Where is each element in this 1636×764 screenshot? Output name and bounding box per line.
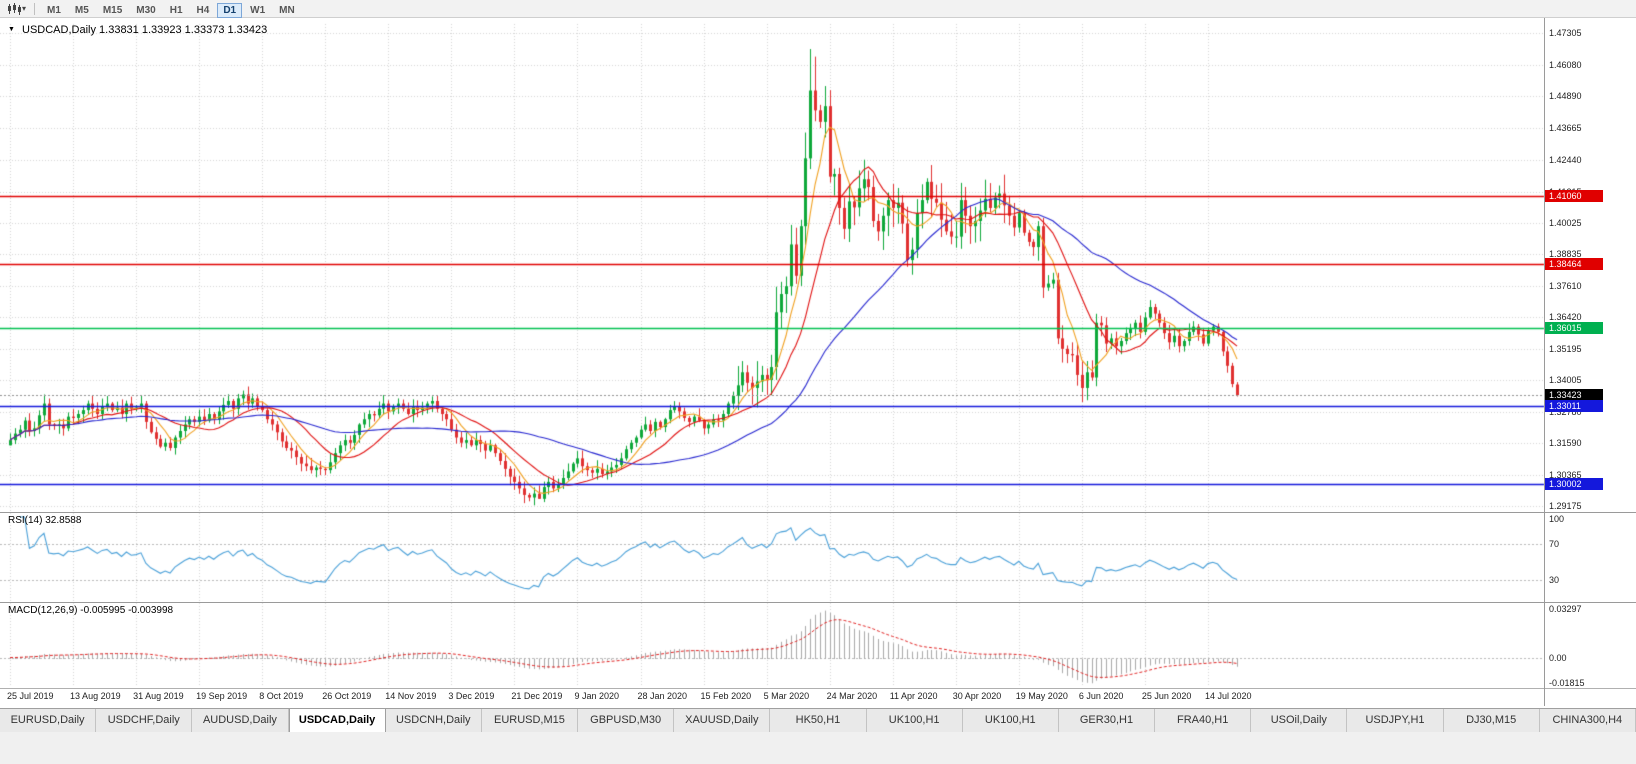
timeframe-button-h1[interactable]: H1 — [169, 4, 183, 16]
macd-pane-separator[interactable] — [0, 602, 1636, 603]
date-axis-label: 14 Jul 2020 — [1204, 691, 1252, 701]
date-axis-label: 3 Dec 2019 — [448, 691, 495, 701]
rsi-pane-separator[interactable] — [0, 512, 1636, 513]
date-axis-label: 5 Mar 2020 — [763, 691, 810, 701]
price-axis-label: 1.36420 — [1549, 311, 1582, 322]
price-tag-1.41060: 1.41060 — [1545, 189, 1603, 202]
macd-axis-label: 0.03297 — [1549, 604, 1582, 614]
rsi-indicator-label: RSI(14) 32.8588 — [8, 515, 82, 526]
date-axis-separator — [0, 688, 1636, 689]
toolbar-separator — [34, 2, 36, 15]
price-axis-label: 1.38835 — [1549, 248, 1582, 259]
chart-tab-gbpusd-m30[interactable]: GBPUSD,M30 — [578, 709, 675, 732]
date-axis-label: 19 May 2020 — [1015, 691, 1068, 701]
chart-tab-hk50-h1[interactable]: HK50,H1 — [770, 709, 867, 732]
chart-tab-usdcnh-daily[interactable]: USDCNH,Daily — [386, 709, 482, 732]
price-axis-label: 1.30365 — [1549, 469, 1582, 480]
timeframe-button-w1[interactable]: W1 — [250, 4, 266, 16]
timeframe-button-m30[interactable]: M30 — [136, 4, 156, 16]
date-axis-label: 30 Apr 2020 — [952, 691, 1002, 701]
status-strip — [0, 732, 1636, 764]
date-axis-label: 19 Sep 2019 — [196, 691, 248, 701]
timeframe-button-m15[interactable]: M15 — [102, 4, 123, 16]
chart-tab-usdjpy-h1[interactable]: USDJPY,H1 — [1347, 709, 1444, 732]
price-tag-1.38464: 1.38464 — [1545, 257, 1603, 270]
price-axis-label: 1.31590 — [1549, 437, 1582, 448]
rsi-axis-label: 30 — [1549, 575, 1560, 585]
price-tag-1.30002: 1.30002 — [1545, 478, 1603, 491]
chart-tab-xauusd-daily[interactable]: XAUUSD,Daily — [674, 709, 771, 732]
date-axis-label: 25 Jun 2020 — [1141, 691, 1192, 701]
date-axis-label: 21 Dec 2019 — [511, 691, 563, 701]
chart-tab-fra40-h1[interactable]: FRA40,H1 — [1155, 709, 1252, 732]
price-axis-label: 1.37610 — [1549, 280, 1582, 291]
price-axis-label: 1.44890 — [1549, 91, 1582, 101]
price-axis-label: 1.32780 — [1549, 406, 1582, 417]
chart-tab-china300-h4[interactable]: CHINA300,H4 — [1540, 709, 1636, 732]
chart-tab-eurusd-daily[interactable]: EURUSD,Daily — [0, 709, 97, 732]
price-axis-label: 1.47305 — [1549, 28, 1582, 38]
candlestick-chart-icon — [8, 2, 21, 15]
price-axis-label: 1.46080 — [1549, 59, 1582, 70]
chart-tab-eurusd-m15[interactable]: EURUSD,M15 — [482, 709, 579, 732]
chart-collapse-icon[interactable]: ▼ — [8, 26, 15, 33]
price-tag-1.33423: 1.33423 — [1545, 389, 1603, 402]
timeframe-button-m1[interactable]: M1 — [47, 4, 61, 16]
chart-tab-bar: EURUSD,Daily USDCHF,Daily AUDUSD,Daily USDC… — [0, 708, 1636, 732]
rsi-axis-label: 100 — [1549, 514, 1565, 524]
price-axis-label: 1.42440 — [1549, 154, 1582, 165]
date-axis-label: 9 Jan 2020 — [574, 691, 619, 701]
timeframe-button-mn[interactable]: MN — [279, 4, 295, 16]
price-tag-1.33011: 1.33011 — [1545, 399, 1603, 412]
macd-axis-label: -0.01815 — [1549, 678, 1585, 688]
price-axis-label: 1.43665 — [1549, 122, 1582, 133]
date-axis-label: 6 Jun 2020 — [1078, 691, 1124, 701]
chart-tab-uk100-h1[interactable]: UK100,H1 — [963, 709, 1059, 732]
chart-tab-ger30-h1[interactable]: GER30,H1 — [1059, 709, 1156, 732]
price-axis[interactable]: 1.473051.460801.448901.436651.424401.412… — [1545, 0, 1636, 764]
chart-type-selector[interactable]: ▾ — [4, 2, 29, 15]
chart-tab-uk100-h1[interactable]: UK100,H1 — [867, 709, 963, 732]
date-axis-label: 26 Oct 2019 — [322, 691, 372, 701]
date-axis-label: 31 Aug 2019 — [133, 691, 184, 701]
chart-tab-usoil-daily[interactable]: USOil,Daily — [1251, 709, 1348, 732]
macd-axis-label: 0.00 — [1549, 652, 1567, 663]
chart-tab-dj30-m15[interactable]: DJ30,M15 — [1444, 709, 1540, 732]
date-axis-label: 8 Oct 2019 — [259, 691, 304, 701]
date-axis[interactable]: 25 Jul 2019 13 Aug 2019 31 Aug 2019 19 Sep … — [0, 688, 1544, 706]
chart-tab-audusd-daily[interactable]: AUDUSD,Daily — [192, 709, 289, 732]
timeframe-button-d1[interactable]: D1 — [217, 2, 243, 18]
chart-window-title: ▼ USDCAD,Daily 1.33831 1.33923 1.33373 1… — [8, 24, 267, 36]
caret-down-icon: ▾ — [22, 3, 27, 13]
rsi-axis-label: 70 — [1549, 539, 1560, 549]
date-axis-label: 13 Aug 2019 — [70, 691, 121, 701]
timeframe-button-h4[interactable]: H4 — [196, 4, 210, 16]
price-axis-label: 1.40025 — [1549, 217, 1582, 228]
date-axis-label: 28 Jan 2020 — [637, 691, 688, 701]
date-axis-label: 14 Nov 2019 — [385, 691, 437, 701]
chart-tab-usdchf-daily[interactable]: USDCHF,Daily — [96, 709, 193, 732]
chart-symbol-period: USDCAD,Daily — [22, 24, 96, 36]
date-axis-label: 15 Feb 2020 — [700, 691, 752, 701]
price-tag-1.36015: 1.36015 — [1545, 321, 1603, 334]
chart-ohlc-values: 1.33831 1.33923 1.33373 1.33423 — [99, 24, 268, 36]
timeframe-button-group: M1 M5 M15 M30 H1 H4 D1 W1 MN — [40, 0, 302, 18]
price-axis-separator — [1544, 18, 1545, 706]
date-axis-label: 24 Mar 2020 — [826, 691, 878, 701]
toolbar: ▾ M1 M5 M15 M30 H1 H4 D1 W1 MN — [0, 0, 1636, 18]
chart-tab-usdcad-daily[interactable]: USDCAD,Daily — [288, 709, 386, 732]
date-axis-label: 25 Jul 2019 — [7, 691, 54, 701]
timeframe-button-m5[interactable]: M5 — [74, 4, 89, 16]
price-axis-label: 1.35195 — [1549, 343, 1582, 354]
date-axis-label: 11 Apr 2020 — [889, 691, 938, 701]
price-axis-label: 1.29175 — [1549, 501, 1582, 511]
price-axis-label: 1.34005 — [1549, 374, 1582, 385]
macd-indicator-label: MACD(12,26,9) -0.005995 -0.003998 — [8, 605, 174, 616]
